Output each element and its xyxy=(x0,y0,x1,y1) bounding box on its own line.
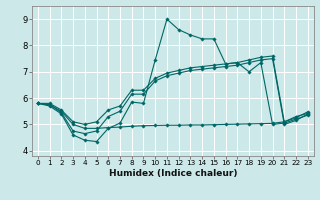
X-axis label: Humidex (Indice chaleur): Humidex (Indice chaleur) xyxy=(108,169,237,178)
